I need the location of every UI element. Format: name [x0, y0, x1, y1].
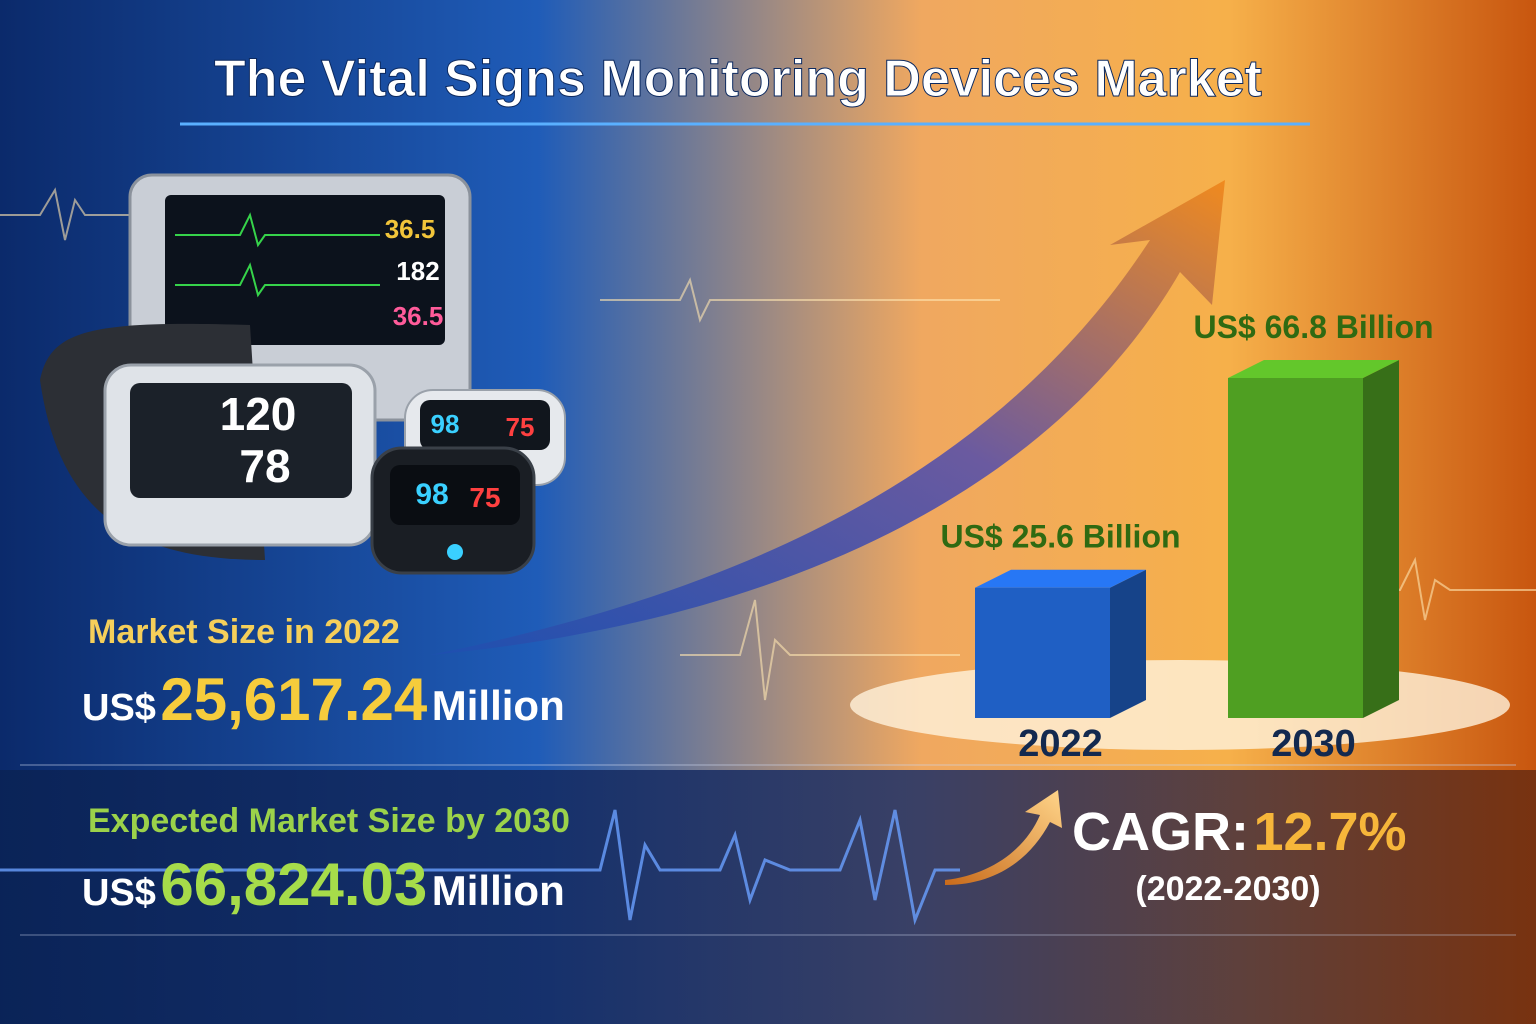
chart-title: The Vital Signs Monitoring Devices Marke…	[214, 50, 1262, 108]
market-2022-label: Market Size in 2022	[88, 613, 400, 651]
market-2030-value: US$ 66,824.03 Million	[82, 851, 565, 918]
monitor-screen	[165, 195, 445, 345]
unit: Million	[432, 682, 565, 729]
currency: US$	[82, 872, 156, 914]
x-tick-label: 2022	[1018, 723, 1103, 765]
bar-side	[1363, 360, 1399, 718]
ecg-trace	[0, 809, 960, 926]
devices: 36.5 182 36.5 120 78 98 75 98 75	[40, 173, 566, 575]
bar-top	[975, 569, 1146, 588]
market-2022-value: US$ 25,617.24 Million	[82, 666, 565, 733]
amount: 66,824.03	[160, 851, 427, 918]
currency: US$	[82, 687, 156, 729]
oximeter-screen	[390, 465, 520, 525]
cagr-arrow	[945, 790, 1062, 885]
bottom-band	[0, 770, 1536, 1024]
growth-arrow	[430, 180, 1225, 655]
amount: 25,617.24	[160, 666, 428, 733]
bp-screen	[130, 383, 352, 498]
oximeter-reading: 98	[431, 409, 460, 439]
bar	[1228, 378, 1363, 718]
oximeter-reading: 75	[469, 482, 500, 513]
bp-reading: 78	[239, 440, 290, 492]
bar-side	[1110, 569, 1146, 718]
unit: Million	[432, 867, 565, 914]
cagr-label: CAGR:	[1072, 802, 1249, 862]
oximeter-reading: 75	[506, 412, 535, 442]
platform	[850, 660, 1510, 750]
cagr-value: 12.7%	[1253, 802, 1406, 862]
cagr: CAGR: 12.7%	[1072, 802, 1407, 862]
bar-top	[1228, 360, 1399, 378]
cagr-period: (2022-2030)	[1135, 870, 1320, 908]
monitor-reading: 36.5	[393, 301, 444, 331]
market-2030-label: Expected Market Size by 2030	[88, 802, 570, 840]
bar-chart: US$ 25.6 Billion 2022 US$ 66.8 Billion 2030	[940, 309, 1433, 765]
bp-reading: 120	[220, 388, 297, 440]
monitor-reading: 36.5	[385, 214, 436, 244]
ecg-trace	[0, 187, 1536, 701]
oximeter-reading: 98	[415, 478, 448, 511]
monitor-trace	[175, 212, 380, 298]
x-tick-label: 2030	[1271, 723, 1356, 765]
bar	[975, 587, 1110, 718]
bar-value-label: US$ 25.6 Billion	[940, 519, 1180, 555]
oximeter-screen	[420, 400, 550, 450]
monitor-reading: 182	[396, 256, 439, 286]
oximeter-button	[447, 544, 463, 560]
bar-value-label: US$ 66.8 Billion	[1193, 309, 1433, 345]
